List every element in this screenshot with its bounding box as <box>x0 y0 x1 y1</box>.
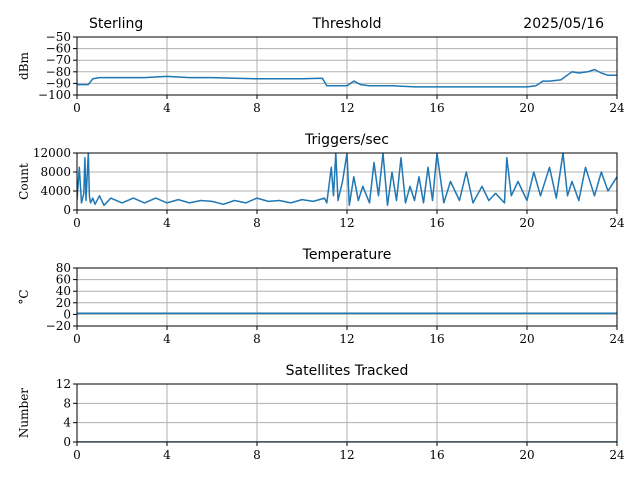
series-line <box>77 153 617 207</box>
panel-title: Satellites Tracked <box>286 363 409 379</box>
x-tick-label: 24 <box>609 332 625 346</box>
y-tick-label: −90 <box>46 76 71 90</box>
y-tick-label: −80 <box>46 65 71 79</box>
x-tick-label: 4 <box>163 332 171 346</box>
x-tick-label: 4 <box>163 448 171 462</box>
x-tick-label: 20 <box>519 448 534 462</box>
y-axis-label: dBm <box>17 51 31 80</box>
x-tick-label: 0 <box>73 216 81 230</box>
y-tick-label: 8000 <box>40 165 71 179</box>
y-tick-label: −50 <box>46 30 71 44</box>
x-tick-label: 12 <box>339 216 354 230</box>
x-tick-label: 20 <box>519 216 534 230</box>
plot-frame <box>76 267 618 327</box>
x-tick-label: 8 <box>253 101 261 115</box>
y-tick-label: 0 <box>63 307 71 321</box>
x-tick-label: 12 <box>339 332 354 346</box>
x-tick-label: 16 <box>429 332 444 346</box>
panel-title: Triggers/sec <box>304 132 389 148</box>
x-tick-label: 8 <box>253 332 261 346</box>
x-tick-label: 4 <box>163 101 171 115</box>
y-tick-label: 40 <box>56 284 71 298</box>
y-axis-label: Count <box>17 163 31 200</box>
y-tick-label: 80 <box>56 261 71 275</box>
date-label: 2025/05/16 <box>523 16 604 32</box>
y-tick-label: 12000 <box>33 146 71 160</box>
y-tick-label: −60 <box>46 42 71 56</box>
plot-frame <box>76 36 618 96</box>
x-tick-label: 24 <box>609 216 625 230</box>
x-tick-label: 16 <box>429 216 444 230</box>
y-tick-label: −100 <box>38 88 71 102</box>
series-line <box>77 68 617 88</box>
x-tick-label: 16 <box>429 101 444 115</box>
y-tick-label: 0 <box>63 203 71 217</box>
panel-2: Triggers/sec 12000 8000 4000 00 4 8 12 16 20 24 Cou… <box>17 132 625 230</box>
y-axis-label: °C <box>17 289 31 304</box>
x-tick-label: 12 <box>339 101 354 115</box>
y-tick-label: −70 <box>46 53 71 67</box>
y-tick-label: 12 <box>56 377 71 391</box>
station-label: Sterling <box>89 16 143 32</box>
plot-frame <box>76 383 618 443</box>
x-tick-label: 24 <box>609 448 625 462</box>
x-tick-label: 24 <box>609 101 625 115</box>
y-tick-label: −20 <box>46 319 71 333</box>
x-tick-label: 8 <box>253 448 261 462</box>
x-tick-label: 20 <box>519 332 534 346</box>
y-tick-label: 0 <box>63 435 71 449</box>
panel-title: Temperature <box>302 247 392 263</box>
panel-title: Threshold <box>312 16 382 32</box>
y-axis-label: Number <box>17 388 31 438</box>
plot-frame <box>76 152 618 211</box>
x-tick-label: 4 <box>163 216 171 230</box>
panel-4: Satellites Tracked 12 8 4 00 4 8 12 16 20 24 Number <box>17 363 625 462</box>
y-tick-label: 4000 <box>40 184 71 198</box>
x-tick-label: 0 <box>73 101 81 115</box>
x-tick-label: 16 <box>429 448 444 462</box>
x-tick-label: 0 <box>73 448 81 462</box>
y-tick-label: 20 <box>56 296 71 310</box>
x-tick-label: 8 <box>253 216 261 230</box>
x-tick-label: 12 <box>339 448 354 462</box>
y-tick-label: 4 <box>63 416 71 430</box>
x-tick-label: 20 <box>519 101 534 115</box>
y-tick-label: 8 <box>63 396 71 410</box>
x-tick-label: 0 <box>73 332 81 346</box>
y-tick-label: 60 <box>56 273 71 287</box>
